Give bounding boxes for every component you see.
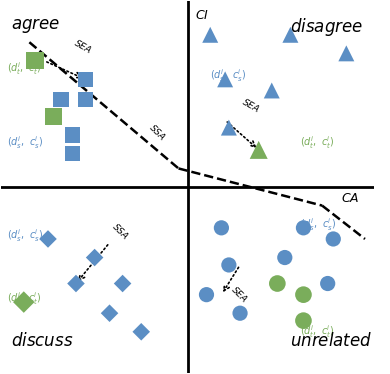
Point <box>50 113 57 119</box>
Point <box>274 280 280 286</box>
Point <box>21 299 27 305</box>
Point <box>32 58 38 64</box>
Point <box>255 147 262 153</box>
Point <box>203 292 209 298</box>
Point <box>269 88 275 94</box>
Point <box>69 151 75 157</box>
Text: $\mathit{(d_t^i,\ c_t^i)}$: $\mathit{(d_t^i,\ c_t^i)}$ <box>300 324 334 340</box>
Point <box>282 255 288 261</box>
Point <box>300 318 307 324</box>
Text: $\mathit{disagree}$: $\mathit{disagree}$ <box>291 16 363 38</box>
Point <box>330 236 337 242</box>
Point <box>45 236 51 242</box>
Point <box>58 97 64 103</box>
Point <box>119 280 126 286</box>
Point <box>226 262 232 268</box>
Text: $\mathit{SEA}$: $\mathit{SEA}$ <box>72 36 94 55</box>
Text: $\mathit{(d_s^i,\ c_s^i)}$: $\mathit{(d_s^i,\ c_s^i)}$ <box>300 216 336 233</box>
Point <box>324 280 331 286</box>
Text: $\mathit{agree}$: $\mathit{agree}$ <box>11 16 60 35</box>
Text: $\mathit{(d_t^i,\ c_t^i)}$: $\mathit{(d_t^i,\ c_t^i)}$ <box>300 134 334 151</box>
Point <box>287 32 294 38</box>
Point <box>82 97 89 103</box>
Text: $\mathit{(d_s^i,\ c_s^i)}$: $\mathit{(d_s^i,\ c_s^i)}$ <box>7 134 43 151</box>
Text: $\mathit{(d_s^i,\ c_s^i)}$: $\mathit{(d_s^i,\ c_s^i)}$ <box>7 227 43 244</box>
Point <box>222 76 228 82</box>
Text: $\mathit{CA}$: $\mathit{CA}$ <box>341 191 360 205</box>
Text: $\mathit{unrelated}$: $\mathit{unrelated}$ <box>291 332 373 350</box>
Point <box>138 329 144 335</box>
Text: $\mathit{SEA}$: $\mathit{SEA}$ <box>240 96 262 115</box>
Point <box>218 225 225 231</box>
Text: $\mathit{SSA}$: $\mathit{SSA}$ <box>147 122 168 142</box>
Point <box>73 280 79 286</box>
Text: $\mathit{SEA}$: $\mathit{SEA}$ <box>229 283 250 304</box>
Point <box>300 292 307 298</box>
Point <box>300 225 307 231</box>
Point <box>69 132 75 138</box>
Point <box>92 255 98 261</box>
Point <box>207 32 213 38</box>
Point <box>82 76 89 82</box>
Point <box>106 310 113 316</box>
Text: $\mathit{SSA}$: $\mathit{SSA}$ <box>110 220 131 241</box>
Point <box>226 125 232 131</box>
Text: $\mathit{(d_t^i,\ c_t^i)}$: $\mathit{(d_t^i,\ c_t^i)}$ <box>7 60 41 77</box>
Text: $\mathit{discuss}$: $\mathit{discuss}$ <box>11 332 73 350</box>
Point <box>343 50 349 56</box>
Text: $\mathit{CI}$: $\mathit{CI}$ <box>195 9 209 22</box>
Text: $\mathit{(d_s^i,\ c_s^i)}$: $\mathit{(d_s^i,\ c_s^i)}$ <box>210 68 246 85</box>
Point <box>237 310 243 316</box>
Text: $\mathit{(d_t^i,\ c_t^i)}$: $\mathit{(d_t^i,\ c_t^i)}$ <box>7 290 41 307</box>
